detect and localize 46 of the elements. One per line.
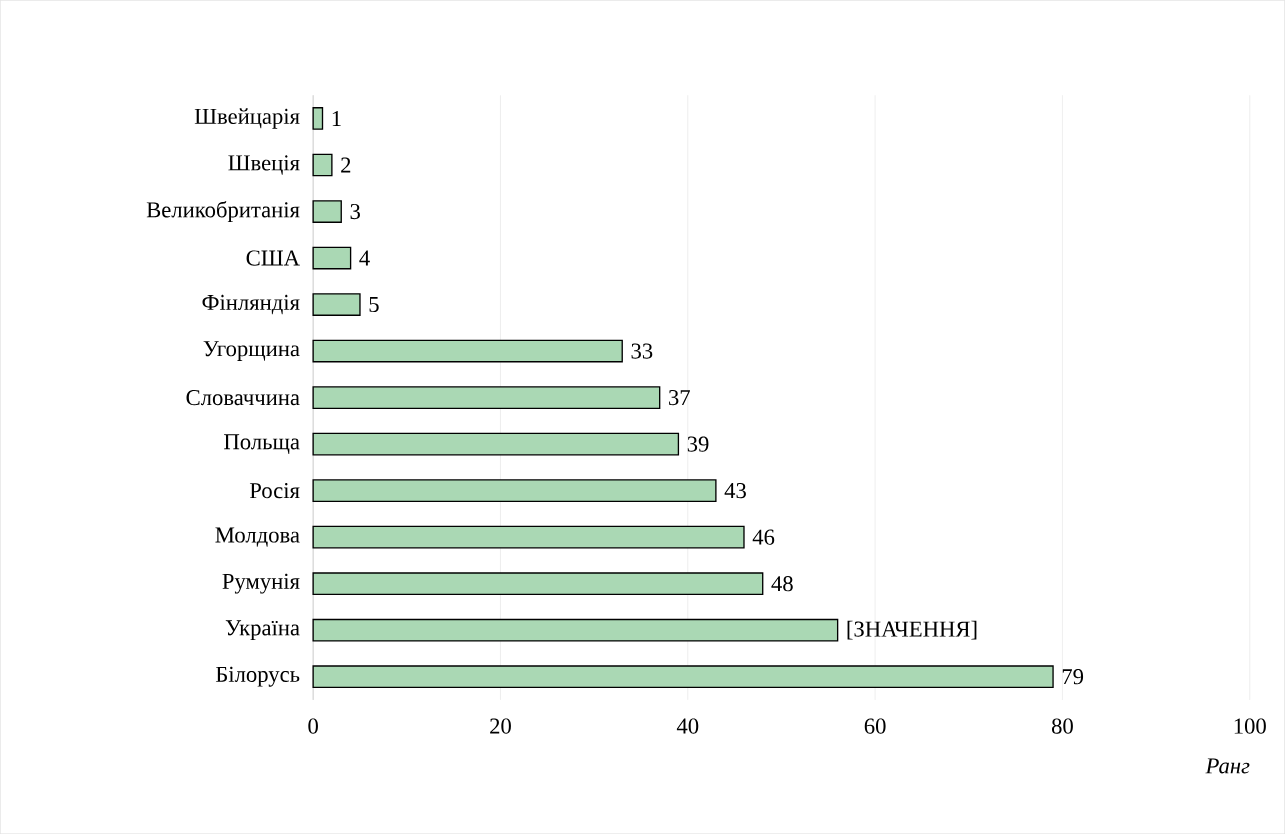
data-label: 1 <box>332 110 341 126</box>
bar <box>312 293 361 316</box>
y-tick-label: Швеція <box>228 155 300 175</box>
bar <box>312 246 352 270</box>
x-axis-title: Ранг <box>1205 758 1250 774</box>
bar <box>312 525 745 549</box>
y-tick-label: Україна <box>225 620 300 640</box>
bar <box>312 153 333 177</box>
y-tick-label: Білорусь <box>215 666 300 687</box>
bar <box>312 432 680 456</box>
bar <box>312 572 764 595</box>
y-tick-label: Фінляндія <box>202 294 300 315</box>
x-tick-label: 100 <box>1234 718 1266 734</box>
data-label: 48 <box>771 575 793 592</box>
data-label: 43 <box>724 482 746 499</box>
y-tick-label: Словаччина <box>186 389 300 406</box>
y-tick-label: Польща <box>224 434 300 454</box>
data-label: 3 <box>350 203 360 220</box>
y-tick-label: Росія <box>249 482 300 499</box>
data-label: 46 <box>752 529 775 545</box>
x-tick-label: 60 <box>864 718 886 734</box>
data-label: 33 <box>631 343 653 359</box>
bar <box>312 665 1054 688</box>
y-tick-label: Швейцарія <box>194 108 300 129</box>
data-label: 79 <box>1062 669 1084 685</box>
bar <box>312 386 661 409</box>
x-tick-label: 40 <box>676 718 699 734</box>
data-label: [ЗНАЧЕННЯ] <box>847 620 977 640</box>
data-label: 39 <box>687 436 709 452</box>
x-tick-label: 80 <box>1051 718 1073 734</box>
bar <box>312 479 717 502</box>
data-label: 2 <box>341 157 351 173</box>
data-label: 37 <box>669 389 690 406</box>
x-tick-label: 20 <box>490 718 511 734</box>
y-tick-label: Молдова <box>215 527 300 547</box>
bar <box>312 618 839 642</box>
data-label: 4 <box>359 250 370 266</box>
bar <box>312 200 342 223</box>
y-tick-label: Румунія <box>222 573 300 594</box>
bar <box>312 107 324 130</box>
y-tick-label: Угорщина <box>203 341 300 361</box>
y-tick-label: Великобританія <box>146 200 300 222</box>
y-tick-label: США <box>246 250 300 266</box>
bar <box>312 339 623 363</box>
data-label: 5 <box>369 296 379 313</box>
x-tick-label: 0 <box>308 718 318 734</box>
